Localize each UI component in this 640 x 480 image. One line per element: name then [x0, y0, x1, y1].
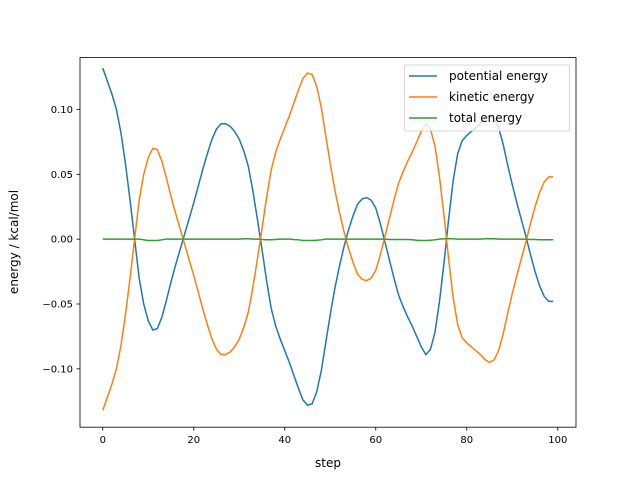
series-line-1: [102, 72, 554, 411]
legend-box: [404, 64, 570, 132]
series-line-2: [102, 238, 554, 242]
x-tick-label: 20: [187, 435, 200, 446]
y-tick-label: −0.10: [42, 364, 73, 375]
x-axis: 0 20 40 60 80 100: [100, 427, 567, 446]
y-axis-label: energy / kcal/mol: [7, 190, 21, 294]
legend-label-0: potential energy: [449, 69, 548, 83]
y-tick-label: 0.05: [51, 170, 73, 181]
y-tick-label: 0.10: [51, 105, 73, 116]
x-axis-label: step: [315, 456, 341, 470]
x-tick-label: 0: [100, 435, 106, 446]
legend-label-1: kinetic energy: [449, 90, 535, 104]
y-axis: −0.10 −0.05 0.00 0.05 0.10: [42, 105, 80, 375]
x-tick-label: 80: [460, 435, 473, 446]
x-tick-label: 60: [369, 435, 382, 446]
y-tick-label: −0.05: [42, 300, 73, 311]
legend-label-2: total energy: [449, 111, 522, 125]
legend: potential energy kinetic energy total ener…: [404, 64, 570, 132]
x-tick-label: 100: [548, 435, 567, 446]
y-tick-label: 0.00: [51, 235, 73, 246]
axes-frame: [79, 57, 577, 428]
x-tick-label: 40: [278, 435, 291, 446]
